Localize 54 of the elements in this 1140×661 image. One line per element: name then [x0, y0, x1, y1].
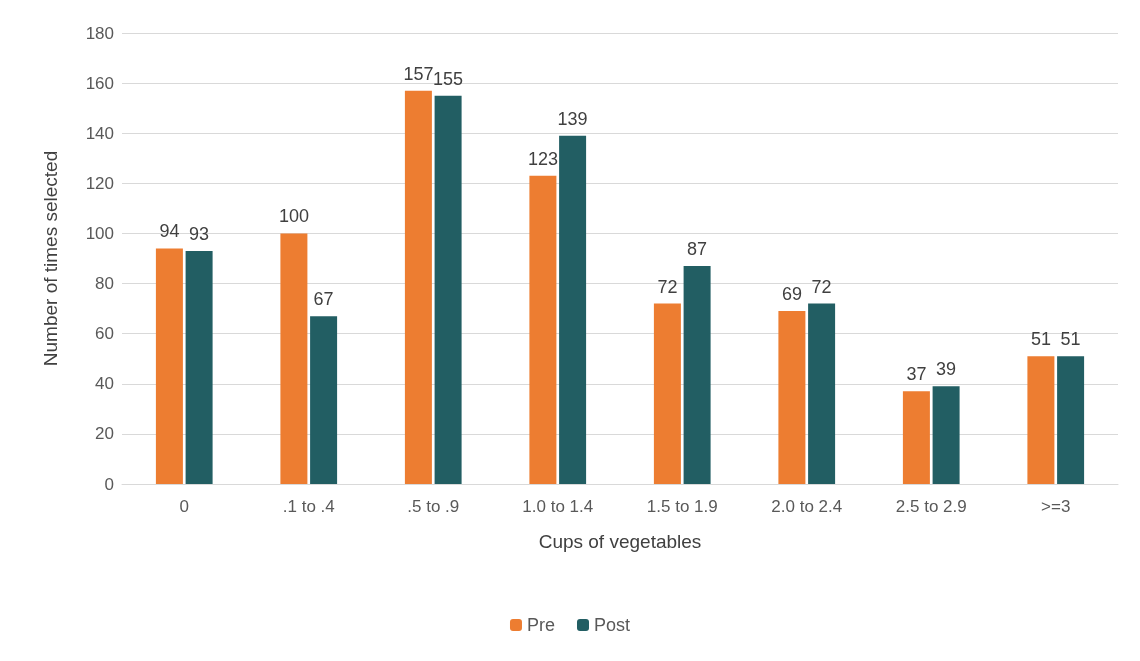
data-label: 100: [278, 206, 309, 227]
bar: [559, 135, 587, 484]
data-label: 139: [557, 108, 588, 129]
data-label: 51: [1030, 329, 1051, 350]
x-tick-label: 2.0 to 2.4: [771, 497, 843, 516]
y-tick-label: 60: [95, 324, 114, 344]
legend-label: Post: [594, 615, 631, 635]
x-tick-label: 2.5 to 2.9: [895, 497, 967, 516]
y-tick-label: 100: [85, 223, 114, 243]
bar: [1057, 356, 1085, 484]
bar: [529, 175, 557, 484]
bar: [808, 303, 836, 484]
x-tick-label: .5 to .9: [407, 497, 460, 516]
legend-label: Pre: [526, 615, 555, 635]
x-tick-label: 1.5 to 1.9: [646, 497, 718, 516]
bar: [404, 90, 432, 484]
bar: [653, 303, 681, 484]
y-tick-label: 160: [85, 73, 114, 93]
x-tick-label: >=3: [1041, 497, 1071, 516]
bar: [310, 316, 338, 484]
bar: [280, 233, 308, 484]
y-tick-label: 180: [85, 23, 114, 43]
data-label: 69: [781, 284, 802, 305]
y-tick-label: 140: [85, 123, 114, 143]
y-tick-label: 80: [95, 274, 114, 294]
x-tick-label: .1 to .4: [282, 497, 335, 516]
data-label: 37: [906, 364, 927, 385]
bar: [155, 248, 183, 484]
data-label: 123: [527, 148, 558, 169]
data-label: 67: [313, 289, 334, 310]
bar: [1027, 356, 1055, 484]
data-label: 72: [657, 276, 678, 297]
data-label: 72: [811, 276, 832, 297]
y-tick-label: 20: [95, 424, 114, 444]
data-label: 157: [403, 63, 434, 84]
x-tick-label: 1.0 to 1.4: [522, 497, 594, 516]
data-label: 94: [159, 221, 180, 242]
x-tick-label: 0: [179, 497, 189, 516]
data-label: 51: [1060, 329, 1081, 350]
data-label: 87: [687, 239, 708, 260]
y-axis-title: Number of times selected: [40, 150, 61, 367]
bar: [778, 311, 806, 484]
y-tick-label: 40: [95, 374, 114, 394]
bar: [932, 386, 960, 484]
bar: [185, 250, 213, 484]
bar: [683, 266, 711, 484]
data-label: 93: [189, 223, 210, 244]
x-axis-title: Cups of vegetables: [538, 531, 702, 552]
y-tick-label: 120: [85, 173, 114, 193]
data-label: 155: [433, 68, 464, 89]
y-tick-label: 0: [104, 474, 114, 494]
data-label: 39: [936, 359, 957, 380]
bar: [434, 95, 462, 484]
bar: [902, 391, 930, 484]
